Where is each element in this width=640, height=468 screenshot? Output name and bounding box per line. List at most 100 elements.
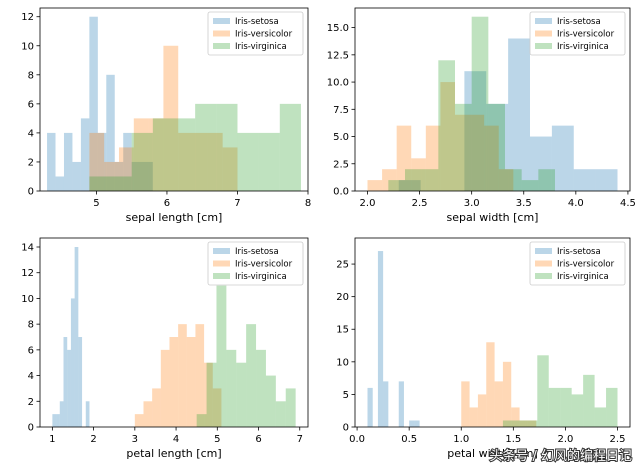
bar-setosa-1	[367, 387, 373, 427]
y-tick-label: 6	[28, 99, 34, 110]
legend-swatch-virginica	[535, 43, 552, 49]
bar-versicolor-4	[160, 349, 170, 427]
y-tick-label: 10	[336, 357, 349, 368]
bar-virginica-5	[174, 118, 196, 191]
x-tick-label: 0.5	[401, 434, 417, 445]
x-tick-label: 7	[297, 434, 303, 445]
bar-setosa-4	[72, 161, 81, 191]
y-tick-label: 10	[21, 294, 34, 305]
bar-setosa-6	[508, 38, 530, 191]
x-tick-label: 3.5	[516, 198, 532, 209]
x-tick-label: 7	[234, 198, 240, 209]
bar-versicolor-8	[195, 324, 205, 427]
bar-versicolor-2	[382, 169, 397, 191]
bar-virginica-10	[538, 169, 555, 191]
legend-swatch-setosa	[535, 248, 552, 254]
bar-virginica-5	[548, 387, 561, 427]
legend-entry-versicolor: Iris-versicolor	[557, 260, 615, 270]
bar-setosa-2	[56, 414, 60, 427]
y-tick-label: 4	[28, 371, 34, 382]
bar-versicolor-7	[511, 407, 520, 427]
bar-setosa-1	[52, 414, 57, 427]
bar-versicolor-1	[461, 381, 470, 427]
bar-virginica-1	[196, 414, 207, 427]
y-tick-label: 15.0	[327, 23, 349, 34]
x-axis-label: sepal width [cm]	[447, 211, 539, 224]
bar-virginica-6	[195, 103, 217, 191]
bar-setosa-2	[55, 176, 64, 191]
y-tick-label: 5.0	[333, 132, 349, 143]
legend-entry-virginica: Iris-virginica	[557, 42, 609, 52]
y-tick-label: 2.5	[333, 159, 349, 170]
y-tick-label: 7.5	[333, 105, 349, 116]
y-tick-label: 12	[21, 268, 34, 279]
legend-swatch-setosa	[213, 248, 230, 254]
legend-swatch-virginica	[213, 273, 230, 279]
x-axis-label: petal length [cm]	[126, 447, 221, 460]
bar-setosa-5	[67, 349, 71, 427]
bar-virginica-2	[514, 420, 526, 427]
bar-versicolor-5	[425, 125, 441, 191]
legend-swatch-versicolor	[535, 30, 552, 37]
bar-versicolor-8	[519, 420, 528, 427]
bar-versicolor-9	[207, 132, 223, 191]
bar-virginica-1	[502, 420, 515, 427]
y-tick-label: 8	[28, 70, 34, 81]
bar-virginica-10	[285, 388, 296, 427]
bar-setosa-8	[106, 74, 115, 191]
bar-setosa-10	[595, 169, 618, 191]
y-tick-label: 0.0	[333, 187, 349, 198]
bar-versicolor-6	[178, 324, 187, 427]
legend-entry-setosa: Iris-setosa	[557, 17, 601, 27]
y-tick-label: 14	[21, 243, 34, 254]
legend-swatch-setosa	[213, 18, 230, 24]
bar-virginica-6	[246, 324, 257, 427]
x-tick-label: 0.0	[349, 434, 365, 445]
bar-virginica-10	[279, 103, 301, 191]
x-tick-label: 1.0	[453, 434, 469, 445]
legend: Iris-setosa Iris-versicolor Iris-virginica	[529, 11, 626, 56]
legend-swatch-versicolor	[213, 260, 230, 267]
bar-virginica-5	[455, 103, 472, 191]
chart-panel-2: 2.0 2.5 3.0 3.5 4.0 4.5 0.0 2.5 5.0 7.5 10.0 12.5 15…	[327, 7, 636, 224]
bar-versicolor-1	[367, 180, 383, 191]
bar-versicolor-5	[148, 118, 164, 191]
bar-setosa-3	[59, 401, 64, 427]
y-tick-label: 12.5	[327, 50, 349, 61]
bar-versicolor-4	[486, 342, 495, 427]
chart-panel-1: 5 6 7 8 0 2 4 6 8 10 12 sepal length [cm] Iris-setos…	[21, 7, 311, 224]
legend-swatch-versicolor	[535, 260, 552, 267]
legend-entry-setosa: Iris-setosa	[235, 17, 279, 27]
x-tick-label: 2.5	[412, 198, 428, 209]
bar-versicolor-6	[440, 82, 455, 191]
bar-setosa-10	[85, 401, 90, 427]
legend-swatch-virginica	[535, 273, 552, 279]
plot-frame	[354, 237, 631, 428]
bar-versicolor-4	[411, 158, 426, 191]
legend: Iris-setosa Iris-versicolor Iris-virginica	[207, 11, 304, 56]
bar-setosa-9	[114, 161, 124, 191]
legend-entry-setosa: Iris-setosa	[235, 247, 279, 257]
bar-virginica-7	[216, 103, 238, 191]
bar-virginica-6	[471, 16, 489, 192]
x-tick-label: 4.0	[568, 198, 584, 209]
x-tick-label: 2.0	[360, 198, 376, 209]
bar-versicolor-8	[193, 132, 208, 191]
legend-box	[207, 11, 304, 56]
bar-virginica-3	[131, 132, 153, 191]
legend: Iris-setosa Iris-versicolor Iris-virginica	[529, 241, 626, 286]
bar-virginica-2	[405, 169, 422, 191]
legend-entry-versicolor: Iris-versicolor	[557, 30, 615, 40]
bar-setosa-4	[464, 71, 487, 191]
x-tick-label: 6	[164, 198, 170, 209]
bar-versicolor-2	[104, 161, 119, 191]
plot-frame	[354, 7, 631, 192]
bar-versicolor-9	[204, 362, 213, 427]
x-tick-label: 3	[132, 434, 138, 445]
legend-entry-setosa: Iris-setosa	[557, 247, 601, 257]
bar-setosa-6	[70, 298, 75, 427]
bar-virginica-9	[594, 407, 607, 427]
bar-versicolor-10	[498, 169, 514, 191]
